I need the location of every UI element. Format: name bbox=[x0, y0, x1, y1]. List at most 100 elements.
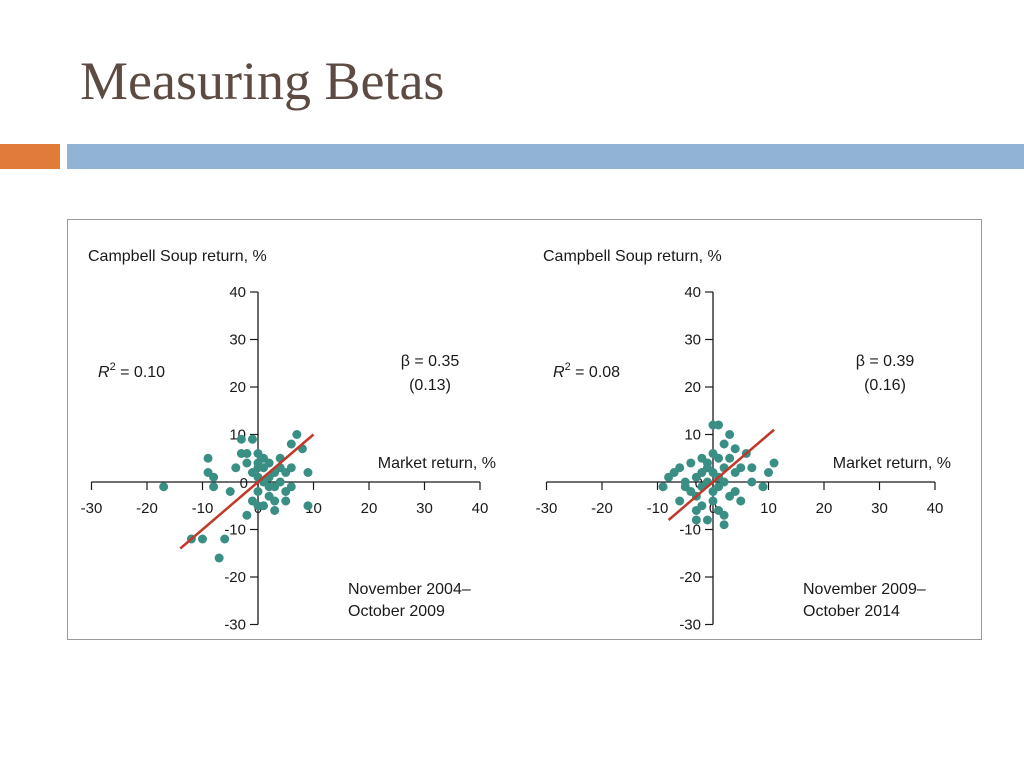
x-tick-label: 0 bbox=[709, 500, 717, 517]
data-point bbox=[231, 463, 241, 473]
data-point bbox=[675, 463, 685, 473]
x-tick-label: -10 bbox=[647, 500, 669, 517]
regression-line bbox=[179, 433, 315, 550]
data-point bbox=[714, 420, 724, 430]
data-point bbox=[725, 453, 735, 463]
data-point bbox=[736, 496, 746, 506]
y-tick-label: 20 bbox=[229, 379, 246, 396]
data-point bbox=[675, 496, 685, 506]
x-tick-label: 40 bbox=[472, 500, 489, 517]
data-point bbox=[764, 468, 773, 477]
y-tick-label: 0 bbox=[240, 475, 248, 492]
data-point bbox=[691, 515, 701, 525]
data-point bbox=[719, 477, 729, 487]
period-label-line2: October 2014 bbox=[803, 603, 900, 620]
data-point bbox=[198, 534, 207, 544]
r-squared-label: R2 = 0.08 bbox=[553, 361, 620, 381]
y-tick-label: 10 bbox=[684, 427, 701, 444]
data-point bbox=[719, 439, 729, 449]
x-tick-label: 20 bbox=[361, 500, 378, 517]
data-point bbox=[758, 482, 768, 492]
data-point bbox=[303, 501, 313, 511]
x-tick-label: -10 bbox=[192, 500, 214, 517]
data-point bbox=[747, 463, 757, 473]
y-tick-label: -10 bbox=[224, 522, 246, 539]
data-point bbox=[769, 458, 779, 468]
data-point bbox=[209, 472, 219, 482]
y-tick-label: -30 bbox=[224, 617, 246, 634]
data-point bbox=[286, 439, 296, 449]
data-point bbox=[242, 510, 252, 520]
x-axis-title: Market return, % bbox=[378, 455, 496, 472]
x-tick-label: -30 bbox=[81, 500, 103, 517]
data-point bbox=[281, 496, 291, 506]
accent-band-blue bbox=[67, 144, 1024, 169]
regression-line bbox=[667, 428, 775, 521]
data-point bbox=[730, 487, 740, 496]
data-point bbox=[214, 553, 224, 563]
y-axis-title: Campbell Soup return, % bbox=[88, 248, 267, 265]
data-point bbox=[220, 534, 230, 544]
figure-frame: -30 -20 -10 0 10 20 30 40 -30 -20 -10 0 10 20 30 40 Camp… bbox=[67, 219, 982, 640]
y-tick-label: 30 bbox=[684, 332, 701, 349]
data-point bbox=[286, 482, 296, 492]
beta-label: β = 0.35 bbox=[401, 353, 460, 370]
data-point bbox=[719, 510, 729, 520]
data-point bbox=[209, 482, 219, 492]
data-point bbox=[708, 496, 718, 506]
data-point bbox=[159, 482, 169, 492]
y-tick-label: -30 bbox=[679, 617, 701, 634]
y-tick-label: -10 bbox=[679, 522, 701, 539]
y-tick-label: -20 bbox=[679, 569, 701, 586]
data-point bbox=[286, 463, 296, 473]
data-point bbox=[697, 501, 707, 511]
data-point bbox=[203, 453, 213, 463]
y-tick-label: -20 bbox=[224, 569, 246, 586]
data-point bbox=[686, 458, 696, 468]
x-tick-label: -20 bbox=[136, 500, 158, 517]
beta-se-label: (0.16) bbox=[864, 377, 906, 394]
beta-se-label: (0.13) bbox=[409, 377, 451, 394]
data-point bbox=[702, 458, 712, 468]
data-point bbox=[303, 468, 313, 477]
data-point bbox=[658, 482, 668, 492]
period-label-line1: November 2004– bbox=[348, 581, 471, 598]
x-axis-title: Market return, % bbox=[833, 455, 951, 472]
x-tick-label: 40 bbox=[927, 500, 944, 517]
x-tick-label: 10 bbox=[760, 500, 777, 517]
data-point bbox=[730, 444, 740, 454]
r-squared-label: R2 = 0.10 bbox=[98, 361, 165, 381]
data-point bbox=[747, 477, 757, 487]
y-tick-label: 40 bbox=[684, 284, 701, 301]
data-point bbox=[714, 453, 724, 463]
x-tick-label: 20 bbox=[816, 500, 833, 517]
y-axis-title: Campbell Soup return, % bbox=[543, 248, 722, 265]
data-point bbox=[725, 430, 735, 439]
data-point bbox=[253, 487, 263, 496]
data-point bbox=[236, 434, 246, 444]
y-tick-label: 20 bbox=[684, 379, 701, 396]
period-label-line1: November 2009– bbox=[803, 581, 926, 598]
data-point bbox=[253, 501, 263, 511]
data-point bbox=[225, 487, 235, 496]
x-tick-label: 30 bbox=[416, 500, 433, 517]
data-point bbox=[270, 506, 280, 515]
data-point bbox=[247, 434, 257, 444]
scatter-chart-2009-2014: -30-20-10010203040-30-20-10010203040Camp… bbox=[536, 248, 951, 634]
accent-band-orange bbox=[0, 144, 60, 169]
y-tick-label: 30 bbox=[229, 332, 246, 349]
data-point bbox=[242, 458, 252, 468]
data-point bbox=[275, 477, 285, 487]
data-point bbox=[264, 458, 274, 468]
data-point bbox=[736, 463, 746, 473]
beta-label: β = 0.39 bbox=[856, 353, 915, 370]
data-point bbox=[719, 520, 729, 530]
x-tick-label: -20 bbox=[591, 500, 613, 517]
data-point bbox=[242, 449, 252, 458]
slide-title: Measuring Betas bbox=[80, 51, 445, 111]
y-tick-label: 40 bbox=[229, 284, 246, 301]
period-label-line2: October 2009 bbox=[348, 603, 445, 620]
data-point bbox=[292, 430, 302, 439]
x-tick-label: 30 bbox=[871, 500, 888, 517]
data-point bbox=[270, 496, 280, 506]
